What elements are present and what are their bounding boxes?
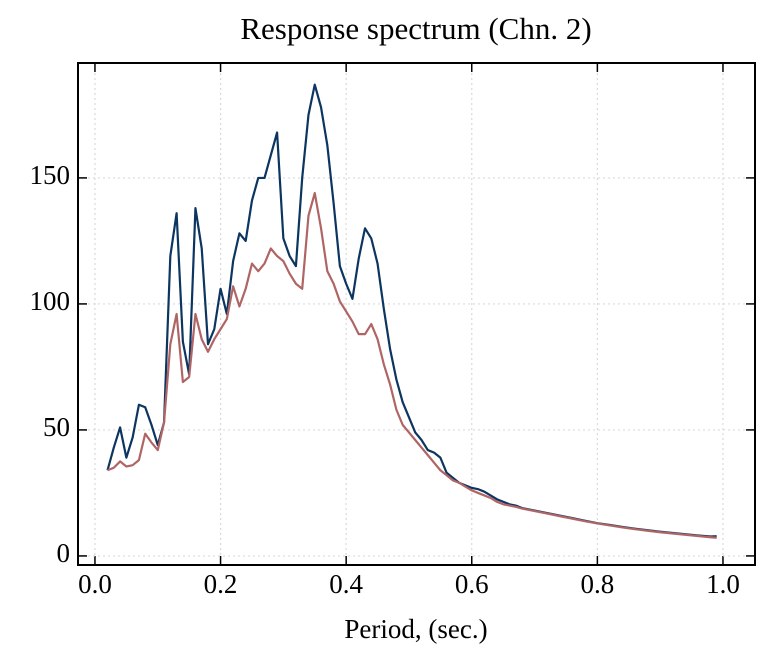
x-tick-label: 0.4 [329, 569, 363, 599]
chart-title: Response spectrum (Chn. 2) [240, 11, 591, 46]
x-axis-label: Period, (sec.) [344, 614, 487, 644]
x-tick-label: 0.6 [455, 569, 489, 599]
x-tick-label: 0.2 [204, 569, 238, 599]
y-tick-label: 50 [43, 412, 70, 442]
data-line [107, 191, 717, 539]
y-tick-label: 0 [57, 538, 71, 568]
plot-frame [77, 62, 756, 566]
y-tick-label: 150 [30, 160, 71, 190]
x-tick-label: 0.0 [78, 569, 112, 599]
x-tick-label: 0.8 [580, 569, 614, 599]
data-line [106, 83, 717, 538]
y-tick-label: 100 [30, 286, 71, 316]
x-tick-label: 1.0 [706, 569, 740, 599]
